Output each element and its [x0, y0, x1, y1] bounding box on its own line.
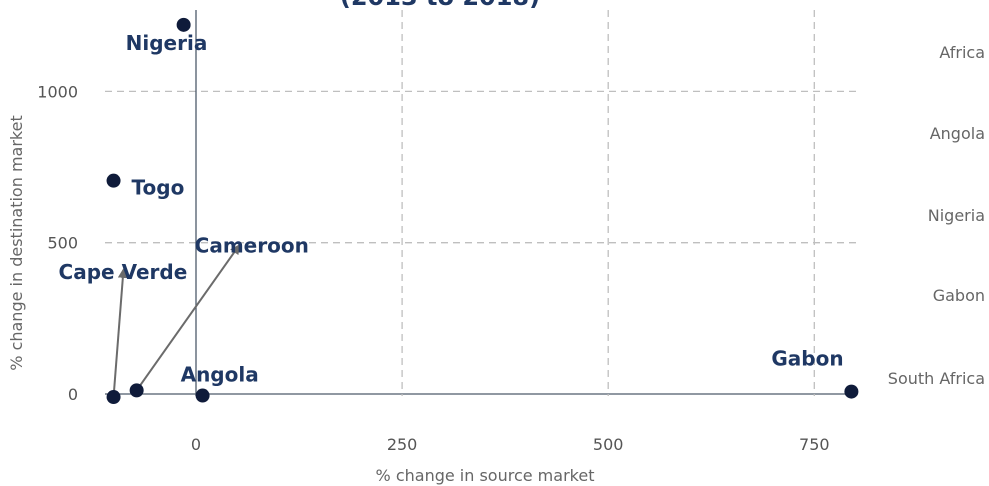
x-axis-label: % change in source market [376, 466, 595, 485]
tick-labels: 0 500 1000 0 250 500 750 [37, 82, 829, 454]
legend-entry-angola: Angola [930, 124, 985, 143]
y-tick-label-500: 500 [47, 234, 78, 253]
data-points [106, 17, 859, 405]
arrow-1 [135, 244, 241, 391]
arrows [112, 244, 241, 398]
legend-entry-gabon: Gabon [933, 286, 985, 305]
label-gabon: Gabon [771, 347, 843, 371]
point-cameroon [129, 383, 144, 398]
legend-entry-south-africa: South Africa [888, 369, 985, 388]
point-gabon [844, 384, 859, 399]
y-tick-label-0: 0 [68, 385, 78, 404]
arrow-0 [112, 267, 128, 398]
chart-title: (2013 to 2018) [340, 0, 540, 11]
y-tick-label-1000: 1000 [37, 82, 78, 101]
point-togo [106, 173, 121, 188]
data-labels: Nigeria Togo Cape Verde Cameroon Angola Gabon [59, 31, 844, 387]
y-axis-label: % change in destination market [7, 115, 26, 370]
point-cape-verde [106, 390, 121, 405]
label-cape-verde: Cape Verde [59, 260, 188, 284]
label-cameroon: Cameroon [195, 233, 309, 257]
label-nigeria: Nigeria [126, 31, 208, 55]
grid-lines [105, 10, 858, 396]
label-togo: Togo [132, 176, 185, 200]
x-tick-label-750: 750 [799, 435, 830, 454]
point-angola [195, 388, 210, 403]
point-nigeria [176, 17, 191, 32]
legend-entry-africa: Africa [939, 43, 985, 62]
x-tick-label-500: 500 [593, 435, 624, 454]
x-tick-label-0: 0 [191, 435, 201, 454]
x-tick-label-250: 250 [387, 435, 418, 454]
legend: Africa Angola Nigeria Gabon South Africa [888, 43, 985, 388]
label-angola: Angola [181, 363, 259, 387]
legend-entry-nigeria: Nigeria [928, 206, 985, 225]
